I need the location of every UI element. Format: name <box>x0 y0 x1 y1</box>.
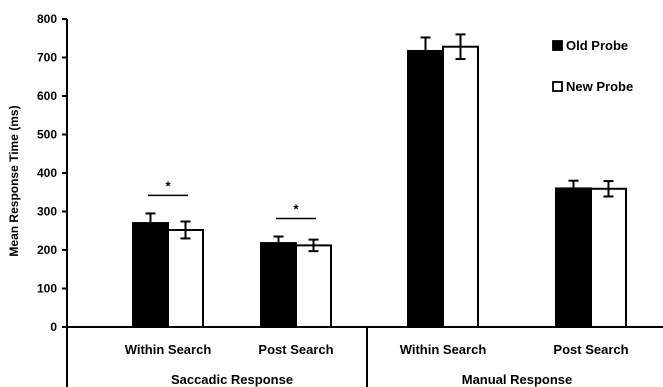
bar-old-probe <box>132 222 169 328</box>
bar-old-probe <box>407 49 444 329</box>
bar-old-probe <box>555 187 592 328</box>
group-label: Manual Response <box>462 372 573 387</box>
y-tick-label: 800 <box>37 12 57 26</box>
bar-new-probe <box>167 228 204 328</box>
bar-new-probe <box>590 187 627 328</box>
y-tick-label: 300 <box>37 205 57 219</box>
legend-swatch <box>552 81 563 92</box>
bar-new-probe <box>442 45 479 328</box>
significance-markers: ** <box>148 178 316 220</box>
y-tick-label: 200 <box>37 243 57 257</box>
y-tick-label: 500 <box>37 128 57 142</box>
y-tick-label: 700 <box>37 51 57 65</box>
bar-new-probe <box>295 244 332 329</box>
legend-label: Old Probe <box>566 38 628 53</box>
y-axis-label: Mean Response Time (ms) <box>7 105 21 256</box>
x-axis: Within Search Post Search Within Search Pos… <box>66 326 663 387</box>
group-label: Saccadic Response <box>171 372 293 387</box>
legend: Old Probe New Probe <box>552 38 633 94</box>
bars <box>132 45 627 329</box>
category-label: Within Search <box>400 342 487 357</box>
category-label: Within Search <box>125 342 212 357</box>
y-tick-label: 0 <box>50 320 57 334</box>
category-label: Post Search <box>258 342 333 357</box>
significance-star: * <box>293 202 299 217</box>
significance-star: * <box>165 178 171 193</box>
y-tick-label: 100 <box>37 282 57 296</box>
y-tick-label: 600 <box>37 89 57 103</box>
legend-swatch <box>552 40 563 51</box>
error-bars <box>145 33 614 253</box>
y-axis: 0 100 200 300 400 500 600 700 800 <box>37 12 68 334</box>
legend-label: New Probe <box>566 79 633 94</box>
category-label: Post Search <box>553 342 628 357</box>
bar-old-probe <box>260 242 297 329</box>
y-tick-label: 400 <box>37 166 57 180</box>
